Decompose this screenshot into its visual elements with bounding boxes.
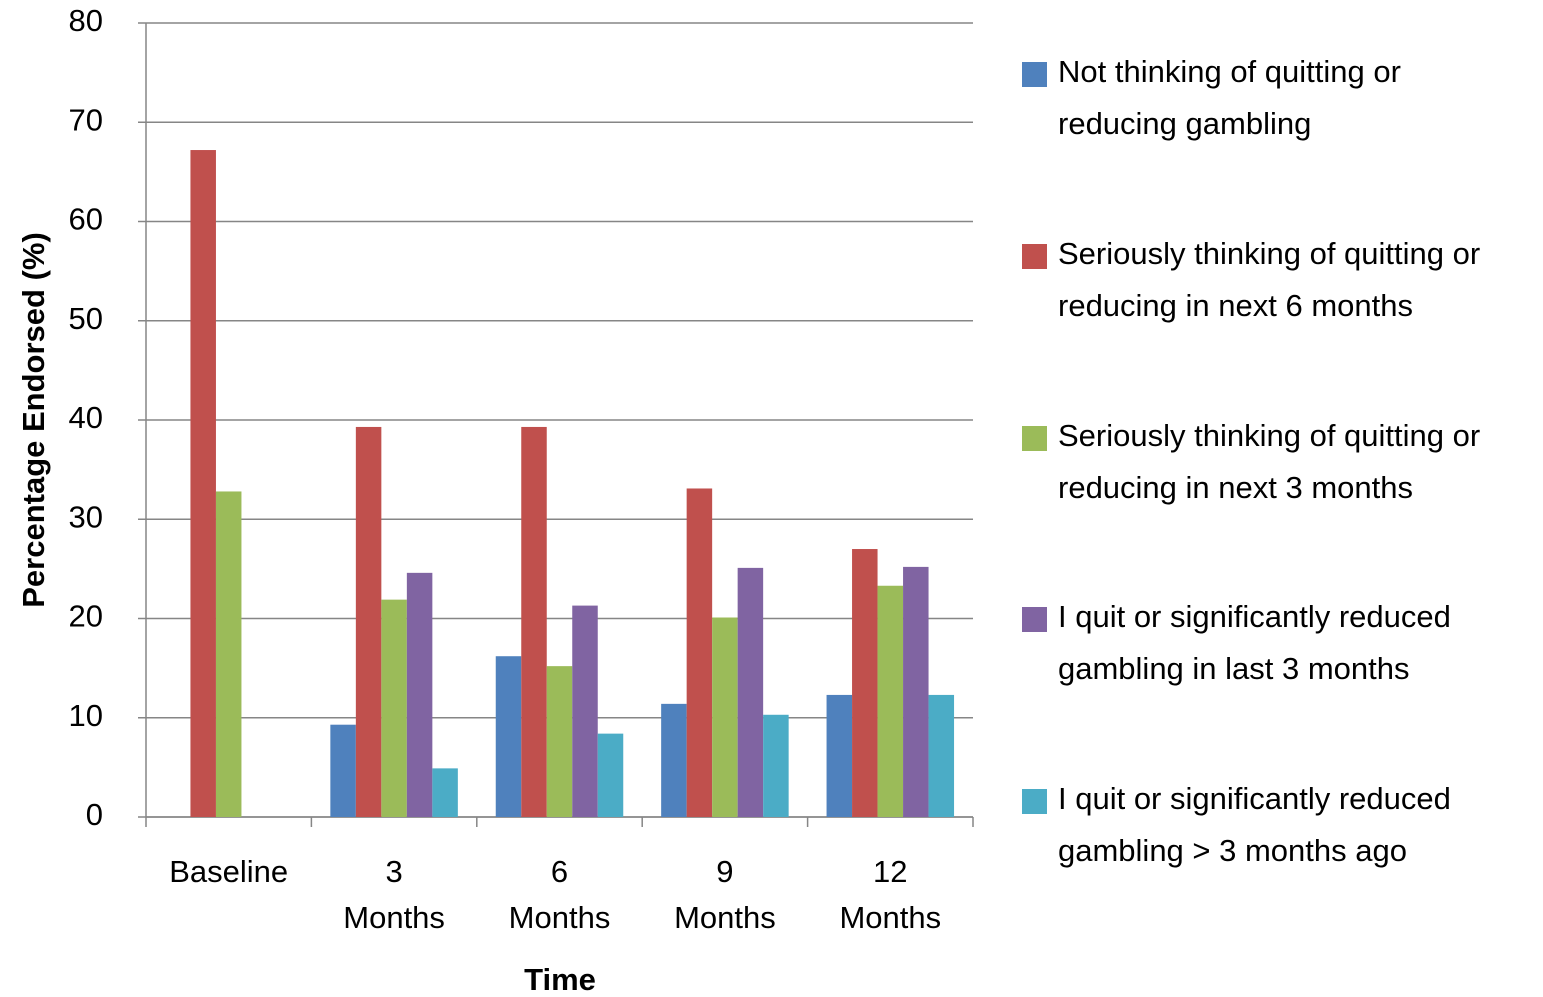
legend-label: I quit or significantly reduced gambling… xyxy=(1058,781,1451,868)
x-axis-label: Time xyxy=(524,962,596,997)
x-tick-label: 9 Months xyxy=(674,854,776,935)
bar xyxy=(597,733,624,817)
legend-item: Seriously thinking of quitting or reduci… xyxy=(1022,418,1523,514)
y-tick-label: 10 xyxy=(69,698,103,733)
legend-item: I quit or significantly reduced gambling… xyxy=(1022,781,1523,877)
legend-label: Seriously thinking of quitting or reduci… xyxy=(1058,418,1481,505)
legend-label: I quit or significantly reduced gambling… xyxy=(1058,599,1451,686)
bar xyxy=(546,666,573,817)
legend-swatch xyxy=(1022,62,1047,87)
bar xyxy=(432,768,458,817)
y-tick-label: 30 xyxy=(69,499,103,534)
x-tick-label: 6 Months xyxy=(508,854,611,935)
bar xyxy=(330,724,356,817)
y-tick-label: 20 xyxy=(69,599,103,634)
bar xyxy=(661,703,687,817)
bar xyxy=(495,656,522,817)
legend-item: I quit or significantly reduced gambling… xyxy=(1022,599,1523,695)
legend-item: Seriously thinking of quitting or reduci… xyxy=(1022,236,1523,332)
y-tick-label: 80 xyxy=(69,3,103,38)
x-tick-label: Baseline xyxy=(169,854,289,889)
bar xyxy=(521,426,547,817)
bar xyxy=(572,605,598,817)
y-tick-label: 50 xyxy=(69,301,103,336)
y-tick-label: 70 xyxy=(69,102,103,137)
bar xyxy=(381,599,407,817)
bar xyxy=(406,572,433,817)
x-tick-label: 12 Months xyxy=(839,854,942,935)
legend-swatch xyxy=(1022,607,1047,632)
legend-label: Seriously thinking of quitting or reduci… xyxy=(1058,236,1481,323)
legend-label: Not thinking of quitting or reducing gam… xyxy=(1058,54,1401,141)
bar xyxy=(928,694,955,817)
bar xyxy=(826,694,853,817)
legend-swatch xyxy=(1022,789,1047,814)
bar xyxy=(737,567,764,817)
bar xyxy=(190,150,216,818)
legend-swatch xyxy=(1022,426,1047,451)
bar xyxy=(877,585,904,817)
legend-item: Not thinking of quitting or reducing gam… xyxy=(1022,54,1523,150)
bar xyxy=(686,488,713,817)
bar xyxy=(215,491,242,817)
y-tick-label: 0 xyxy=(86,797,103,832)
x-tick-label: 3 Months xyxy=(343,854,445,935)
bar xyxy=(763,714,789,817)
y-axis-label: Percentage Endorsed (%) xyxy=(16,232,51,608)
bar xyxy=(355,426,382,817)
bar xyxy=(852,549,878,817)
legend-swatch xyxy=(1022,244,1047,269)
bar xyxy=(903,566,929,817)
y-tick-label: 40 xyxy=(69,400,103,435)
bar xyxy=(712,617,738,817)
y-tick-label: 60 xyxy=(69,202,103,237)
